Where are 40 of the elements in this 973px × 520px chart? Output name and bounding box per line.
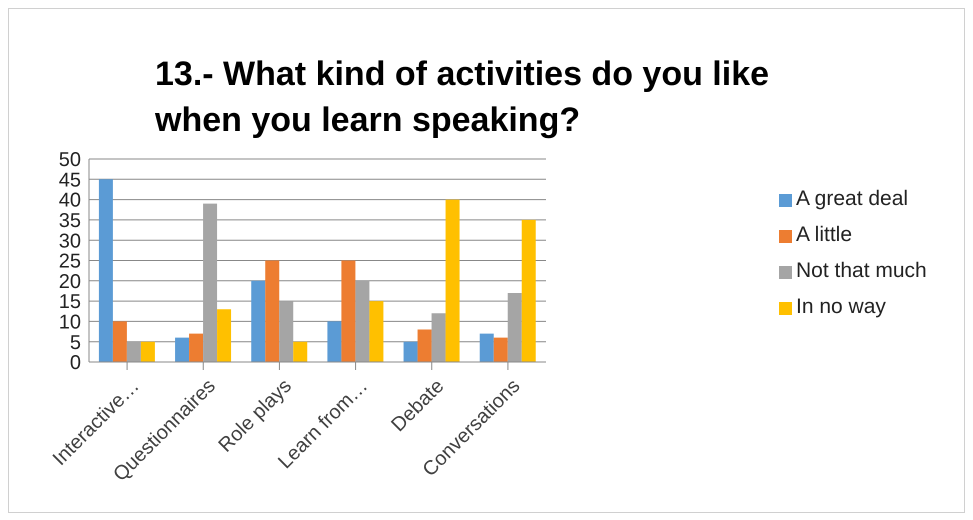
bar	[508, 292, 522, 362]
bar	[369, 301, 384, 362]
bar	[217, 309, 232, 362]
y-tick-label: 30	[58, 230, 81, 252]
bar	[418, 330, 432, 362]
legend-label: A little	[796, 223, 852, 246]
y-tick-label: 35	[58, 210, 81, 232]
bar	[189, 334, 204, 362]
chart-title: 13.- What kind of activities do you like when you learn speaking?	[155, 54, 770, 141]
legend-label: In no way	[796, 295, 886, 318]
bar	[293, 342, 308, 362]
y-tick-label: 15	[58, 291, 81, 314]
bar	[327, 321, 342, 362]
y-tick-label: 25	[58, 250, 81, 273]
bar	[251, 280, 266, 362]
bar	[98, 179, 113, 362]
y-tick-label: 50	[58, 149, 81, 172]
bar	[175, 338, 190, 362]
bar	[404, 342, 418, 362]
bar	[140, 342, 155, 362]
legend-label: A great deal	[796, 187, 908, 210]
bar	[355, 280, 370, 362]
bar	[522, 220, 536, 362]
y-tick-label: 45	[58, 169, 81, 192]
y-tick-label: 5	[70, 332, 81, 354]
bar	[265, 260, 280, 362]
y-tick-label: 40	[58, 190, 81, 212]
legend-label: Not that much	[796, 259, 927, 282]
y-tick-label: 20	[58, 270, 81, 293]
bar	[112, 321, 127, 362]
bar	[279, 301, 294, 362]
bar	[494, 338, 508, 362]
y-tick-label: 10	[58, 312, 81, 334]
bar	[480, 334, 494, 362]
bar	[341, 260, 356, 362]
y-tick-label: 0	[70, 352, 81, 374]
bar	[126, 342, 141, 362]
bar	[446, 200, 460, 362]
bar	[203, 204, 218, 362]
bar	[432, 313, 446, 362]
